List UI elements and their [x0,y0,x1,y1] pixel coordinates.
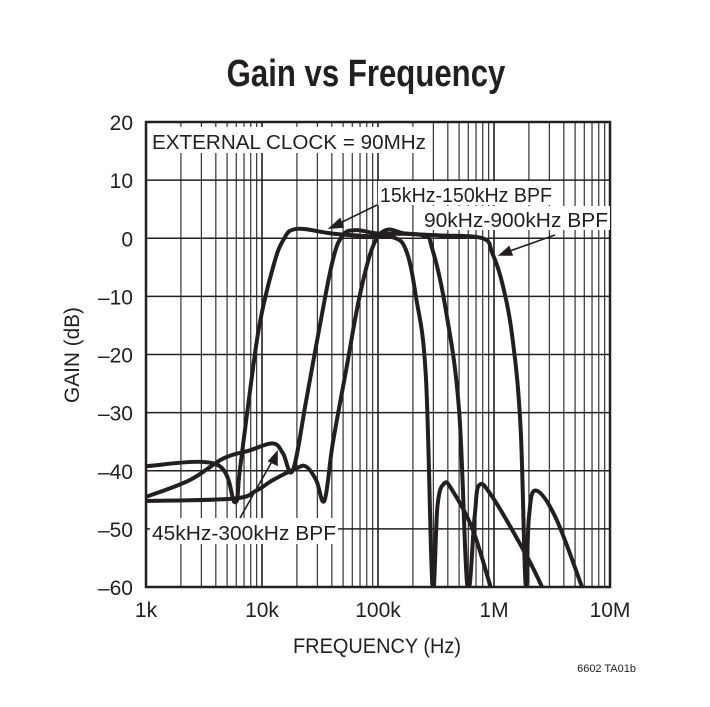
x-tick-label: 100k [355,599,401,622]
series-line [146,228,545,587]
label-15k-150k: 15kHz-150kHz BPF [380,185,552,207]
label-45k-bg [150,518,338,544]
arrow-45k [239,457,275,519]
y-tick-label: –20 [98,345,133,368]
y-tick-label: –40 [98,461,133,484]
arrow-90k [506,234,556,253]
clock-label-bg [149,127,429,153]
x-tick-label: 1k [135,599,158,622]
arrowhead-15k [327,217,345,229]
label-90k-bg [422,206,610,230]
label-15k-bg [378,181,554,205]
arrowhead-90k [497,245,514,256]
series-line [146,227,585,587]
y-tick-label: –10 [98,286,133,309]
series-line [146,226,493,587]
arrowhead-45k [267,449,278,467]
x-axis-label: FREQUENCY (Hz) [293,635,461,658]
x-tick-label: 1M [479,599,508,622]
y-tick-label: –30 [98,403,133,426]
curves [146,226,585,587]
label-90k-900k: 90kHz-900kHz BPF [424,210,608,232]
arrow-15k [335,204,378,226]
y-tick-label: –60 [98,577,133,600]
y-tick-label: 20 [110,112,133,135]
y-tick-label: 10 [110,170,133,193]
clock-annotation: EXTERNAL CLOCK = 90MHz [152,132,426,154]
figure-code: 6602 TA01b [577,663,636,675]
tick-labels: 20 10 0 –10 –20 –30 –40 –50 –60 1k 10k 1… [98,112,630,622]
y-tick-label: 0 [121,228,133,251]
grid [144,120,612,589]
label-45k-300k: 45kHz-300kHz BPF [152,523,336,545]
y-axis-label: GAIN (dB) [61,307,84,403]
plot-frame [144,120,612,589]
x-tick-label: 10k [245,599,279,622]
annotations: EXTERNAL CLOCK = 90MHz 15kHz-150kHz BPF … [149,127,610,545]
y-tick-label: –50 [98,519,133,542]
chart-title: Gain vs Frequency [227,53,506,95]
x-tick-label: 10M [590,599,631,622]
